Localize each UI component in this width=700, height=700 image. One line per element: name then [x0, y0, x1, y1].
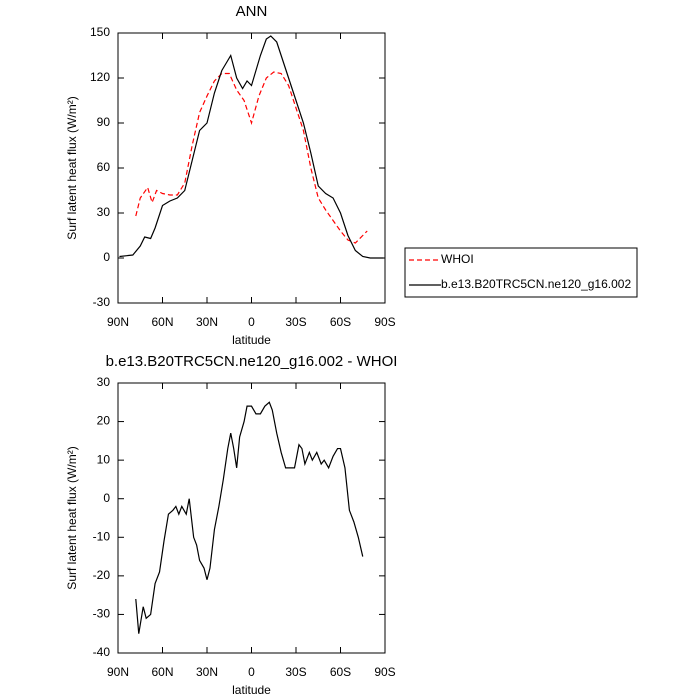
x-tick-label: 90N [107, 665, 129, 679]
y-tick-label: -20 [93, 568, 111, 582]
x-tick-label: 60N [151, 315, 173, 329]
y-axis-label: Surf latent heat flux (W/m²) [65, 446, 79, 589]
x-tick-label: 90S [374, 665, 395, 679]
x-tick-label: 30N [196, 665, 218, 679]
x-axis-label: latitude [232, 333, 271, 347]
x-tick-label: 30S [285, 665, 306, 679]
data-line [119, 35, 384, 259]
x-tick-label: 60S [330, 665, 351, 679]
chart-title: b.e13.B20TRC5CN.ne120_g16.002 - WHOI [106, 353, 398, 370]
y-tick-label: 0 [103, 491, 110, 505]
x-tick-label: 30N [196, 315, 218, 329]
data-line [135, 401, 364, 634]
legend-box [404, 247, 638, 298]
y-tick-label: 0 [103, 250, 110, 264]
legend-label: WHOI [441, 252, 474, 266]
x-tick-label: 0 [248, 315, 255, 329]
x-tick-label: 0 [248, 665, 255, 679]
y-tick-label: 90 [97, 115, 111, 129]
legend-label: b.e13.B20TRC5CN.ne120_g16.002 [441, 277, 631, 291]
y-tick-label: 10 [97, 452, 111, 466]
y-tick-label: -10 [93, 529, 111, 543]
chart-title: ANN [236, 3, 268, 20]
y-axis-label: Surf latent heat flux (W/m²) [65, 96, 79, 239]
data-line [135, 71, 368, 244]
x-axis-label: latitude [232, 683, 271, 697]
x-tick-label: 90S [374, 315, 395, 329]
y-tick-label: -30 [93, 607, 111, 621]
x-tick-label: 60N [151, 665, 173, 679]
y-tick-label: 60 [97, 160, 111, 174]
y-tick-label: 30 [97, 375, 111, 389]
plot-frame [117, 382, 386, 654]
y-tick-label: 120 [90, 70, 110, 84]
y-tick-label: -30 [93, 295, 111, 309]
y-tick-label: -40 [93, 645, 111, 659]
plot-frame [117, 32, 386, 304]
x-tick-label: 30S [285, 315, 306, 329]
y-tick-label: 150 [90, 25, 110, 39]
x-tick-label: 90N [107, 315, 129, 329]
y-tick-label: 30 [97, 205, 111, 219]
y-tick-label: 20 [97, 414, 111, 428]
x-tick-label: 60S [330, 315, 351, 329]
